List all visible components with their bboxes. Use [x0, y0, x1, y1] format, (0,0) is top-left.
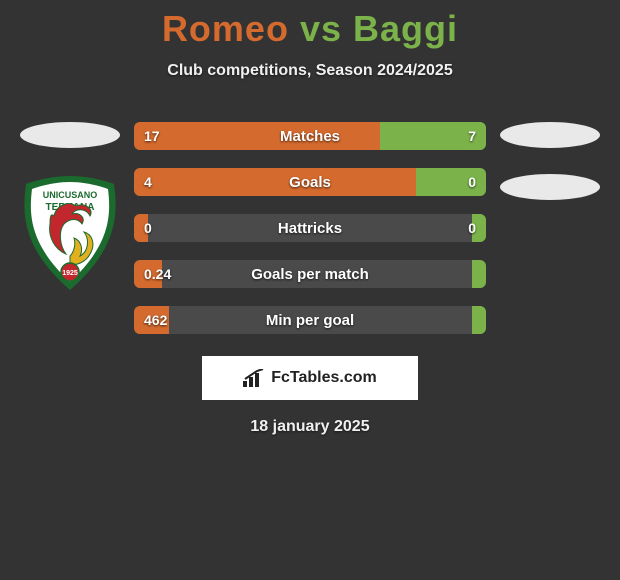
subtitle: Club competitions, Season 2024/2025 — [0, 62, 620, 80]
club-shield-icon: UNICUSANO TERNANA 1925 — [20, 174, 120, 292]
player2-club-placeholder — [500, 174, 600, 200]
stat-row: Goals4 0 — [134, 168, 486, 196]
stat-bars: Matches177Goals40Hattricks00Goals per ma… — [130, 122, 490, 334]
brand-text: FcTables.com — [271, 369, 377, 387]
stat-label: Min per goal — [134, 312, 486, 329]
player1-name: Romeo — [162, 8, 289, 49]
stat-value-left: 17 — [144, 128, 160, 144]
stat-row: Matches17 7 — [134, 122, 486, 150]
stat-value-left: 0.24 — [144, 266, 171, 282]
stat-value-left: 0 — [144, 220, 152, 236]
chart-icon — [243, 369, 265, 387]
stat-value-right: 0 — [468, 220, 476, 236]
stat-label: Hattricks — [134, 220, 486, 237]
stat-label: Matches — [134, 128, 486, 145]
player1-portrait-placeholder — [20, 122, 120, 148]
left-side-column: UNICUSANO TERNANA 1925 — [10, 122, 130, 334]
comparison-title: Romeo vs Baggi — [0, 0, 620, 50]
right-side-column — [490, 122, 610, 334]
stat-label: Goals — [134, 174, 486, 191]
footer-brand-box: FcTables.com — [202, 356, 418, 400]
shield-top-text: UNICUSANO — [43, 190, 98, 200]
stat-row: Goals per match0.24 — [134, 260, 486, 288]
player2-name: Baggi — [353, 8, 458, 49]
stat-value-left: 4 — [144, 174, 152, 190]
stat-value-left: 462 — [144, 312, 167, 328]
stat-row: Min per goal462 — [134, 306, 486, 334]
player2-portrait-placeholder — [500, 122, 600, 148]
footer-date: 18 january 2025 — [0, 418, 620, 436]
stat-label: Goals per match — [134, 266, 486, 283]
shield-year: 1925 — [62, 270, 78, 277]
vs-text: vs — [300, 8, 342, 49]
stat-value-right: 0 — [468, 174, 476, 190]
comparison-content: UNICUSANO TERNANA 1925 Matches17 7 Goals4 0… — [0, 122, 620, 334]
stat-value-right: 7 — [468, 128, 476, 144]
stat-row: Hattricks0 0 — [134, 214, 486, 242]
